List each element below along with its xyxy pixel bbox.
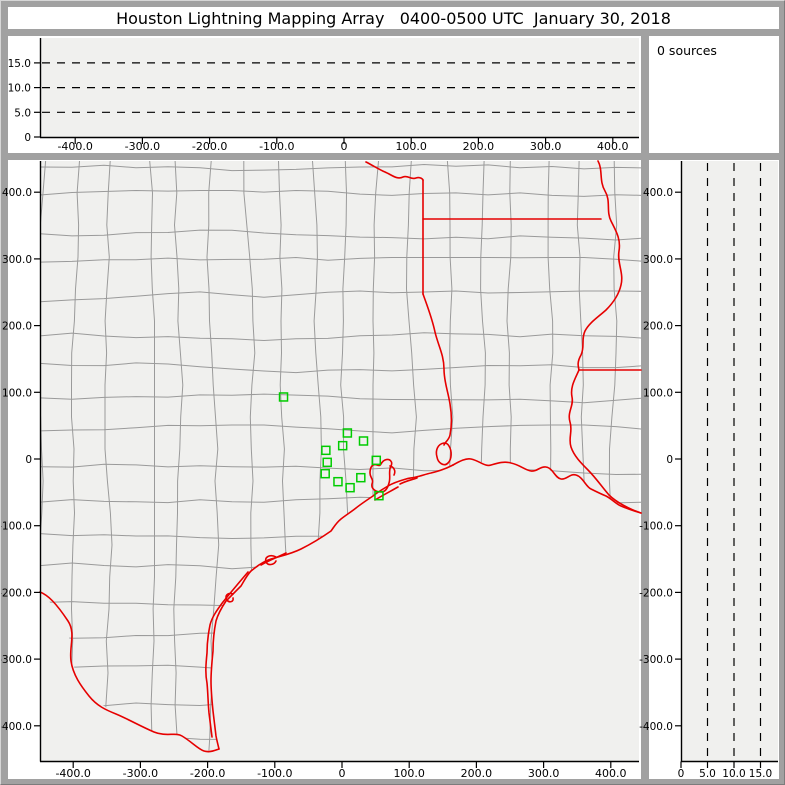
axis-tick-label: 5.0 — [699, 768, 716, 780]
axis-tick-label: -400.0 — [55, 767, 90, 780]
axis-tick-label: -200.0 — [639, 587, 673, 599]
lma-station-marker — [371, 455, 382, 466]
lma-station-marker — [374, 490, 384, 501]
axis-tick-label: -300.0 — [123, 767, 158, 780]
axis-tick-label: 200.0 — [643, 321, 673, 333]
axis-tick-label: -400.0 — [639, 721, 673, 733]
axis-tick-label: 300.0 — [643, 254, 673, 266]
lma-station-marker — [356, 472, 366, 483]
axis-tick-label: 0 — [341, 140, 348, 153]
map-plot-area[interactable] — [40, 161, 639, 761]
axis-tick-label: -400.0 — [0, 721, 32, 733]
axis-tick-label: 100.0 — [643, 387, 673, 399]
lma-station-marker — [322, 457, 332, 468]
lma-station-marker — [321, 445, 331, 456]
axis-tick-label: 15.0 — [8, 58, 31, 70]
axis-tick-label: -300.0 — [125, 140, 160, 153]
axis-tick-label: 0 — [339, 767, 346, 780]
axis-tick-label: -400.0 — [57, 140, 92, 153]
lma-station-marker — [333, 476, 343, 487]
axis-tick-label: -200.0 — [190, 767, 225, 780]
axis-tick-label: 100.0 — [393, 767, 425, 780]
axis-tick-label: 0 — [666, 454, 673, 466]
altitude-vs-northsouth-plot[interactable]: 400.0 300.0 200.0 100.0 0 -100.0 -200.0 -300.0 -… — [639, 160, 779, 780]
axis-tick-label: 400.0 — [643, 187, 673, 199]
axis-tick-label: 15.0 — [749, 768, 772, 780]
axis-tick-label: -100.0 — [259, 140, 294, 153]
axis-tick-label: 200.0 — [461, 767, 493, 780]
axis-tick-label: -300.0 — [0, 654, 32, 666]
axis-tick-label: -100.0 — [257, 767, 292, 780]
axis-tick-label: 100.0 — [395, 140, 427, 153]
axis-tick-label: 200.0 — [2, 321, 32, 333]
axis-tick-label: -200.0 — [0, 587, 32, 599]
axis-tick-label: 300.0 — [528, 767, 560, 780]
window-title: Houston Lightning Mapping Array 0400-050… — [8, 7, 779, 29]
axis-tick-label: 300.0 — [2, 254, 32, 266]
lma-station-marker — [345, 482, 355, 493]
plan-view-map-panel: 400.0 300.0 200.0 100.0 0 -100.0 -200.0 -300.0 -… — [1, 160, 642, 780]
plan-view-map-plot[interactable]: 400.0 300.0 200.0 100.0 0 -100.0 -200.0 -300.0 -… — [1, 160, 642, 780]
sources-count-panel: 0 sources — [649, 36, 779, 153]
axis-tick-label: 0 — [24, 132, 31, 144]
lma-station-marker — [320, 468, 330, 479]
axis-tick-label: 400.0 — [595, 767, 627, 780]
axis-tick-label: -300.0 — [639, 654, 673, 666]
right-plot-area[interactable] — [681, 161, 778, 761]
state-borders-coastline-layer — [39, 160, 642, 753]
lma-station-marker — [358, 436, 369, 446]
altitude-histogram-panel: 15.0 10.0 5.0 0 -400.0 -300.0 -200.0 -100.0 0 100… — [8, 36, 641, 153]
axis-tick-label: 100.0 — [2, 387, 32, 399]
axis-tick-label: 10.0 — [8, 83, 31, 95]
altitude-histogram-plot[interactable]: 15.0 10.0 5.0 0 -400.0 -300.0 -200.0 -100.0 0 100… — [8, 36, 641, 153]
sources-count-label: 0 sources — [657, 43, 717, 58]
axis-tick-label: 5.0 — [14, 107, 31, 119]
axis-tick-label: 400.0 — [2, 187, 32, 199]
alt-plot-area[interactable] — [40, 38, 639, 137]
axis-tick-label: 0 — [678, 768, 685, 780]
axis-tick-label: 300.0 — [530, 140, 562, 153]
axis-tick-label: 0 — [25, 454, 32, 466]
axis-tick-label: -100.0 — [0, 521, 32, 533]
lma-stations-layer — [278, 392, 384, 501]
axis-tick-label: 200.0 — [463, 140, 495, 153]
altitude-vs-northsouth-panel: 400.0 300.0 200.0 100.0 0 -100.0 -200.0 -300.0 -… — [639, 160, 779, 780]
axis-tick-label: 400.0 — [597, 140, 629, 153]
lma-station-marker — [342, 428, 353, 438]
lma-station-marker — [278, 392, 289, 402]
lma-station-marker — [337, 440, 348, 451]
axis-tick-label: 10.0 — [722, 768, 745, 780]
axis-tick-label: -100.0 — [639, 521, 673, 533]
axis-tick-label: -200.0 — [192, 140, 227, 153]
